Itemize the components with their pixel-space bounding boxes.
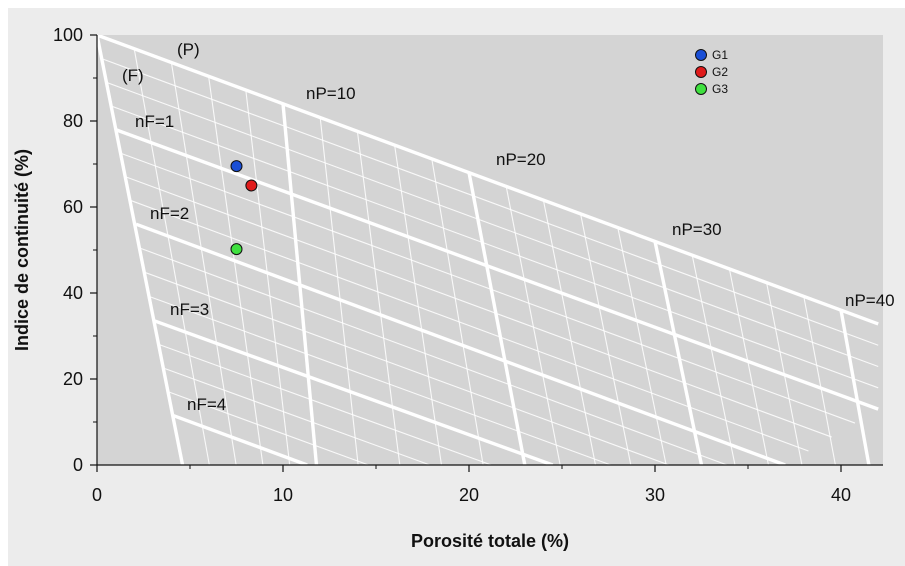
nomogram-p-line: [653, 241, 704, 465]
data-point-g1: [230, 160, 243, 173]
minor-p-line: [691, 255, 736, 465]
axes: 0 10 20 30 40 0 20 40 60 80 100: [53, 25, 883, 505]
minor-p-line: [208, 76, 264, 465]
x-tick-label: 40: [831, 485, 851, 505]
nomogram-labels: (P) (F) nP=10 nP=20 nP=30 nP=40 nF=1 nF=2 nF=3 nF…: [122, 40, 895, 414]
legend-label-g1: G1: [712, 48, 728, 62]
minor-p-line: [431, 158, 484, 465]
minor-f-line: [101, 58, 879, 346]
minor-p-line: [728, 268, 769, 465]
boundary-f-label: (F): [122, 66, 144, 85]
legend-marker-g3: [695, 83, 707, 95]
data-points: [230, 160, 258, 256]
minor-f-line: [110, 105, 879, 389]
x-tick-label: 30: [645, 485, 665, 505]
y-tick-label: 40: [63, 283, 83, 303]
x-tick-label: 0: [92, 485, 102, 505]
minor-f-line: [159, 344, 492, 465]
nomogram-f-label: nF=2: [150, 204, 189, 223]
nomogram-f-line: [135, 222, 786, 465]
y-tick-label: 0: [73, 455, 83, 475]
nomogram-f-label: nF=1: [135, 112, 174, 131]
legend-marker-g2: [695, 66, 707, 78]
y-tick-label: 60: [63, 197, 83, 217]
nomogram-p-label: nP=40: [845, 291, 895, 310]
nomogram-f-line: [115, 128, 879, 411]
minor-p-line: [319, 117, 359, 465]
y-tick-label: 20: [63, 369, 83, 389]
data-point-g2: [245, 179, 258, 192]
minor-p-line: [580, 213, 632, 465]
y-axis-label: Indice de continuité (%): [12, 149, 32, 351]
nomogram-p-line: [467, 172, 527, 465]
minor-f-line: [168, 391, 369, 465]
nomogram-p-line: [839, 309, 871, 465]
nomogram-f-label: nF=4: [187, 395, 226, 414]
nomogram-f-label: nF=3: [170, 300, 209, 319]
boundary-p-line: [97, 35, 879, 326]
minor-f-line: [120, 152, 856, 424]
plot-background: [97, 35, 883, 465]
minor-f-line: [145, 272, 670, 465]
minor-p-line: [170, 62, 237, 465]
nomogram-f-line: [154, 319, 554, 465]
nomogram-p-label: nP=20: [496, 150, 546, 169]
y-tick-label: 100: [53, 25, 83, 45]
nomogram-p-label: nP=30: [672, 220, 722, 239]
nomogram-minor-grid: [101, 48, 879, 465]
legend-label-g3: G3: [712, 82, 728, 96]
minor-f-line: [140, 247, 728, 465]
minor-f-line: [163, 367, 431, 465]
minor-p-line: [356, 131, 401, 465]
y-tick-label: 80: [63, 111, 83, 131]
minor-p-line: [617, 227, 667, 465]
minor-p-line: [245, 89, 291, 465]
legend-marker-g1: [695, 49, 707, 61]
boundary-f-line: [97, 35, 185, 465]
minor-p-line: [394, 145, 443, 465]
nomogram-f-line: [172, 413, 308, 465]
x-tick-label: 20: [459, 485, 479, 505]
minor-p-line: [133, 48, 210, 465]
nomogram-p-label: nP=10: [306, 84, 356, 103]
x-axis-label: Porosité totale (%): [411, 531, 569, 551]
minor-f-line: [130, 200, 809, 452]
nomogram-major-grid: [97, 35, 879, 465]
minor-p-line: [542, 200, 597, 465]
boundary-p-label: (P): [177, 40, 200, 59]
legend-label-g2: G2: [712, 65, 728, 79]
legend: G1 G2 G3: [695, 48, 728, 96]
data-point-g3: [230, 243, 243, 256]
x-tick-label: 10: [273, 485, 293, 505]
minor-f-line: [149, 296, 612, 465]
minor-f-line: [125, 176, 832, 438]
minor-f-line: [106, 81, 879, 368]
